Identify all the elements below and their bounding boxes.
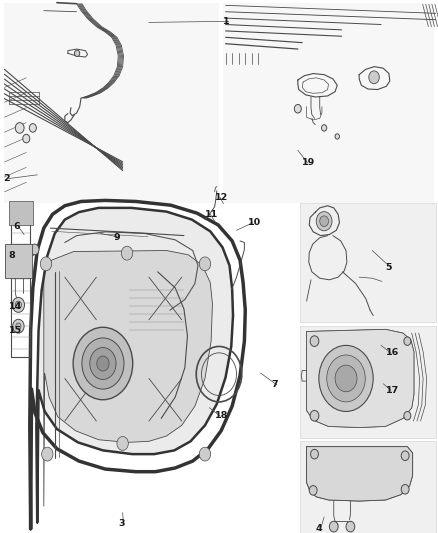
Circle shape bbox=[15, 301, 21, 309]
Circle shape bbox=[321, 125, 327, 131]
Text: 17: 17 bbox=[385, 386, 399, 394]
Circle shape bbox=[199, 447, 211, 461]
Polygon shape bbox=[36, 208, 233, 522]
Circle shape bbox=[121, 246, 133, 260]
Circle shape bbox=[42, 447, 53, 461]
Circle shape bbox=[294, 104, 301, 113]
Circle shape bbox=[40, 257, 52, 271]
Circle shape bbox=[319, 345, 373, 411]
Text: 9: 9 bbox=[114, 233, 120, 241]
Circle shape bbox=[404, 411, 411, 420]
Text: 8: 8 bbox=[9, 252, 15, 260]
Text: 16: 16 bbox=[385, 349, 399, 357]
Circle shape bbox=[82, 338, 124, 389]
Polygon shape bbox=[307, 329, 414, 427]
Circle shape bbox=[316, 212, 332, 231]
Text: 5: 5 bbox=[385, 263, 392, 272]
Circle shape bbox=[401, 451, 409, 461]
Bar bbox=[300, 326, 436, 438]
Bar bbox=[300, 441, 436, 533]
Text: 19: 19 bbox=[302, 158, 315, 167]
Circle shape bbox=[310, 410, 319, 421]
Text: 11: 11 bbox=[205, 210, 218, 219]
Text: 15: 15 bbox=[9, 326, 22, 335]
Bar bbox=[5, 244, 32, 278]
Circle shape bbox=[346, 521, 355, 532]
Circle shape bbox=[97, 356, 109, 371]
Polygon shape bbox=[44, 251, 212, 506]
Circle shape bbox=[74, 50, 80, 56]
Polygon shape bbox=[307, 447, 413, 501]
Circle shape bbox=[311, 449, 318, 459]
Bar bbox=[300, 203, 436, 322]
Text: 6: 6 bbox=[13, 222, 20, 231]
Circle shape bbox=[327, 355, 365, 402]
Circle shape bbox=[309, 486, 317, 495]
Text: 12: 12 bbox=[215, 193, 228, 201]
Bar bbox=[4, 3, 219, 203]
Circle shape bbox=[117, 437, 128, 450]
Circle shape bbox=[15, 123, 24, 133]
Circle shape bbox=[73, 327, 133, 400]
Circle shape bbox=[29, 124, 36, 132]
Circle shape bbox=[90, 348, 116, 379]
Circle shape bbox=[310, 336, 319, 346]
Text: 4: 4 bbox=[315, 524, 322, 533]
Bar bbox=[223, 3, 434, 203]
Text: 3: 3 bbox=[118, 519, 125, 528]
Circle shape bbox=[12, 297, 25, 312]
Text: 2: 2 bbox=[4, 174, 10, 183]
Circle shape bbox=[16, 323, 21, 329]
Polygon shape bbox=[30, 200, 245, 529]
Text: 10: 10 bbox=[247, 219, 261, 227]
Text: 18: 18 bbox=[215, 411, 228, 420]
Text: 7: 7 bbox=[272, 381, 278, 389]
Circle shape bbox=[23, 134, 30, 143]
Circle shape bbox=[320, 216, 328, 227]
Circle shape bbox=[329, 521, 338, 532]
Circle shape bbox=[335, 134, 339, 139]
Circle shape bbox=[401, 484, 409, 494]
Circle shape bbox=[13, 319, 24, 333]
Circle shape bbox=[369, 71, 379, 84]
Text: 14: 14 bbox=[9, 302, 22, 311]
Text: 1: 1 bbox=[223, 17, 230, 26]
Circle shape bbox=[335, 365, 357, 392]
Circle shape bbox=[30, 244, 39, 255]
Circle shape bbox=[404, 337, 411, 345]
Circle shape bbox=[199, 257, 211, 271]
Bar bbox=[9, 201, 33, 225]
